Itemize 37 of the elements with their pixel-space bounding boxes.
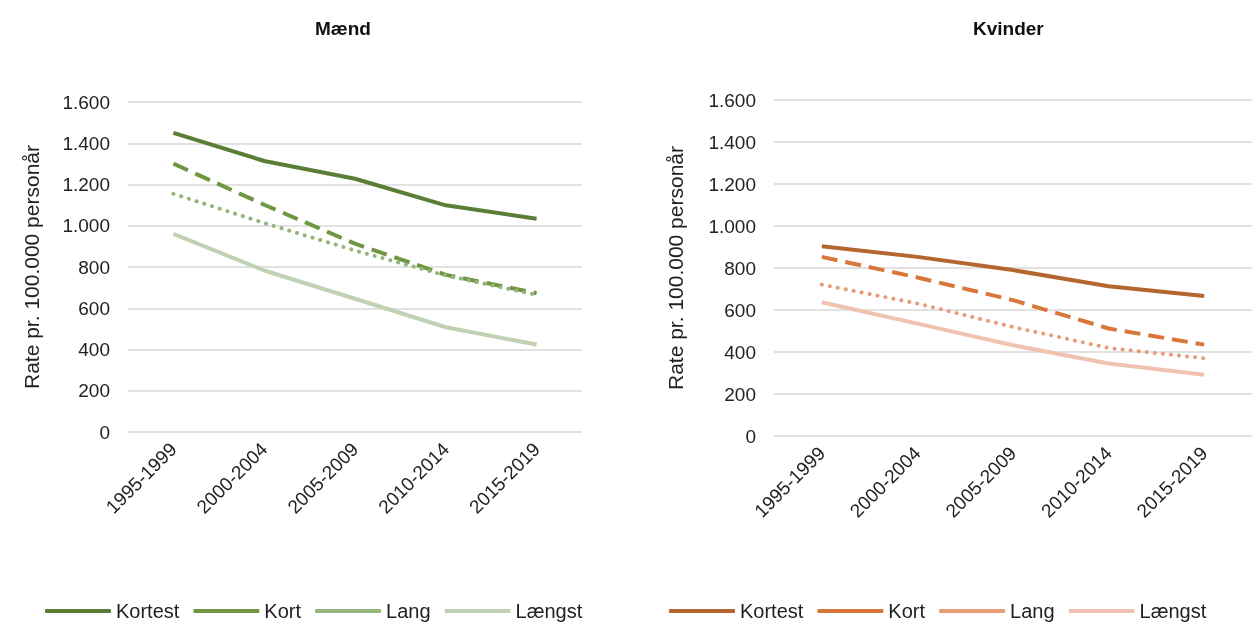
legend-label: Lang — [386, 600, 431, 622]
legend-label: Lang — [1010, 600, 1055, 622]
y-tick-label: 200 — [724, 383, 756, 405]
line-series — [819, 282, 1207, 361]
y-tick-label: 0 — [745, 425, 756, 447]
line-series — [171, 130, 539, 221]
y-tick-label: 400 — [78, 339, 110, 360]
y-tick-label: 1.200 — [62, 174, 110, 195]
y-tick-label: 1.200 — [708, 173, 756, 195]
y-tick-label: 600 — [724, 299, 756, 321]
legend-label: Længst — [1139, 600, 1207, 622]
chart-title: Mænd — [315, 18, 371, 39]
y-tick-label: 1.400 — [62, 132, 110, 154]
y-tick-label: 600 — [78, 297, 110, 319]
y-tick-label: 400 — [724, 341, 756, 363]
line-series — [819, 244, 1207, 298]
legend-label: Kortest — [116, 600, 180, 622]
legend-label: Kort — [888, 600, 926, 622]
y-tick-label: 1.000 — [708, 215, 756, 237]
line-series — [819, 300, 1207, 377]
chart-title: Kvinder — [973, 18, 1045, 39]
y-tick-label: 0 — [99, 421, 110, 443]
legend-label: Længst — [515, 600, 583, 622]
y-tick-label: 1.600 — [708, 89, 756, 111]
line-series — [171, 231, 539, 347]
line-series — [819, 254, 1207, 347]
legend-label: Kortest — [740, 600, 804, 622]
y-axis-title: Rate pr. 100.000 personår — [20, 144, 43, 390]
y-tick-label: 800 — [724, 257, 756, 279]
legend-label: Kort — [264, 600, 302, 622]
y-tick-label: 1.000 — [62, 215, 110, 237]
y-tick-label: 1.400 — [708, 131, 756, 153]
y-axis-title: Rate pr. 100.000 personår — [664, 145, 687, 391]
y-tick-label: 800 — [78, 256, 110, 278]
line-series — [171, 161, 539, 296]
y-tick-label: 1.600 — [62, 91, 110, 113]
y-tick-label: 200 — [78, 380, 110, 402]
